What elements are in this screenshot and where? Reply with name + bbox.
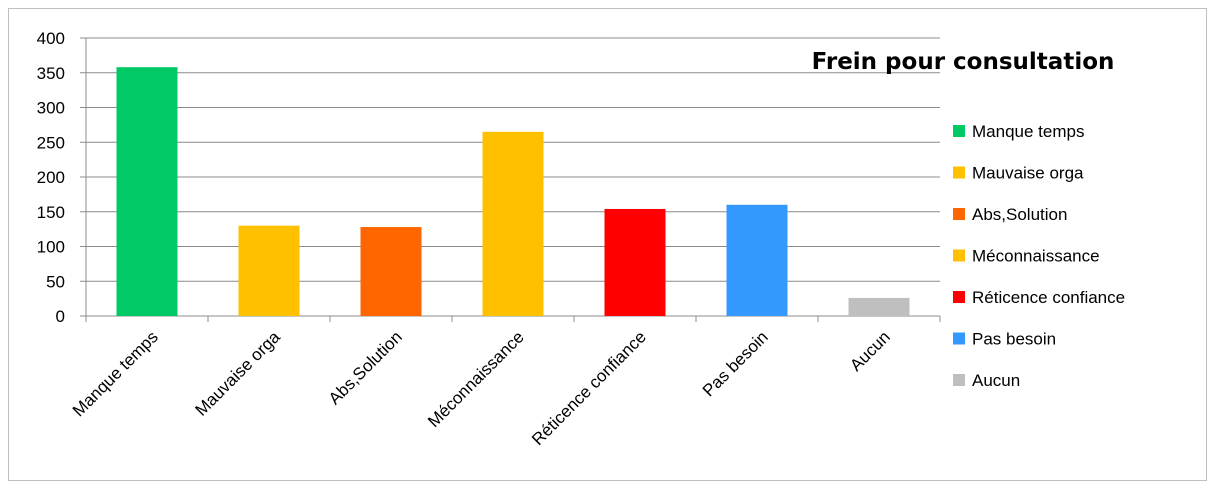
- legend-swatch: [953, 208, 965, 220]
- legend-label: Manque temps: [972, 122, 1084, 141]
- legend-item: Réticence confiance: [953, 288, 1125, 307]
- bar: [360, 227, 422, 316]
- x-tick-label: Méconnaissance: [424, 327, 528, 431]
- bar: [848, 297, 910, 316]
- legend-swatch: [953, 166, 965, 179]
- chart-title: Frein pour consultation: [812, 49, 1115, 75]
- y-tick-label: 200: [37, 168, 65, 187]
- y-tick-label: 250: [37, 133, 65, 152]
- y-tick-label: 300: [37, 99, 65, 118]
- y-tick-label: 350: [37, 64, 65, 83]
- legend-item: Méconnaissance: [953, 247, 1100, 266]
- legend-item: Mauvaise orga: [953, 164, 1084, 183]
- legend-swatch: [953, 125, 965, 137]
- bar: [726, 204, 788, 316]
- y-tick-label: 150: [37, 203, 65, 222]
- bar: [116, 67, 178, 316]
- x-tick-label: Aucun: [846, 327, 894, 375]
- y-tick-label: 100: [37, 238, 65, 257]
- x-tick-label: Pas besoin: [699, 327, 772, 400]
- legend-label: Méconnaissance: [972, 247, 1100, 266]
- y-tick-label: 400: [37, 29, 65, 48]
- x-tick-label: Manque temps: [69, 327, 162, 420]
- x-tick-labels: Manque temps Mauvaise orga Abs,Solution Méc…: [69, 327, 894, 449]
- bars: [116, 67, 910, 316]
- y-tick-label: 0: [56, 307, 65, 326]
- legend-swatch: [953, 374, 965, 386]
- legend-label: Mauvaise orga: [972, 164, 1084, 183]
- legend-item: Aucun: [953, 371, 1020, 390]
- bar: [604, 208, 666, 316]
- legend-label: Aucun: [972, 371, 1020, 390]
- y-tick-labels: 0 50 100 150 200 250 300 350 400: [37, 29, 65, 326]
- legend-label: Pas besoin: [972, 330, 1056, 349]
- legend-label: Réticence confiance: [972, 288, 1125, 307]
- legend-item: Abs,Solution: [953, 205, 1067, 224]
- y-tick-label: 50: [46, 272, 65, 291]
- legend: Manque temps Mauvaise orga Abs,Solution Méc…: [953, 122, 1125, 390]
- legend-swatch: [953, 249, 965, 262]
- x-tick-label: Réticence confiance: [528, 327, 650, 449]
- x-tick-label: Mauvaise orga: [192, 327, 285, 420]
- legend-item: Pas besoin: [953, 330, 1056, 349]
- bar: [482, 131, 544, 316]
- bar: [238, 225, 300, 316]
- legend-label: Abs,Solution: [972, 205, 1067, 224]
- x-tick-label: Abs,Solution: [325, 327, 406, 408]
- legend-swatch: [953, 332, 965, 345]
- legend-item: Manque temps: [953, 122, 1084, 141]
- legend-swatch: [953, 291, 965, 303]
